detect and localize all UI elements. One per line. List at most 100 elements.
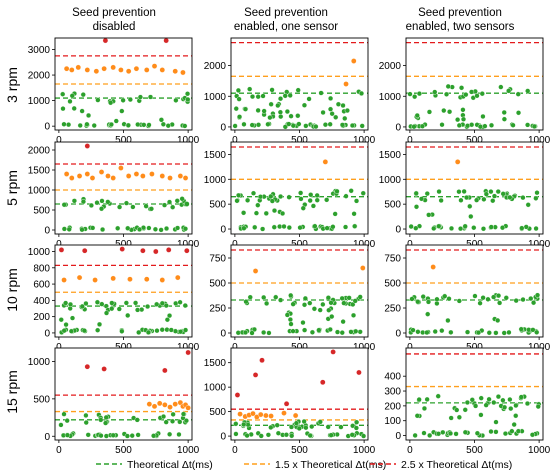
column-title-2-line-2: enabled, one sensor [234, 21, 338, 33]
data-point-green [169, 418, 176, 424]
data-point-green [123, 200, 130, 206]
data-point-green [456, 189, 462, 195]
x-tick-label: 500 [291, 445, 308, 456]
data-point-green [515, 91, 521, 97]
data-point-green [307, 197, 313, 204]
data-point-green [416, 396, 422, 403]
data-point-orange [172, 68, 178, 75]
data-point-green [354, 419, 360, 425]
data-point-green [303, 123, 309, 129]
data-point-green [273, 294, 279, 300]
data-point-green [105, 199, 111, 205]
data-point-green [462, 429, 468, 435]
data-point-green [339, 330, 345, 336]
data-point-green [412, 94, 418, 100]
legend-label-2-5x: 2.5 x Theoretical Δt(ms) [401, 459, 512, 471]
data-point-green [277, 297, 284, 303]
data-point-green [483, 191, 489, 197]
data-point-green [407, 91, 413, 97]
data-point-green [307, 432, 313, 439]
row-title-3rpm: 3 rpm [4, 67, 20, 103]
data-point-green [236, 96, 242, 102]
data-point-green [182, 302, 188, 309]
data-point-green [501, 330, 507, 336]
data-point-green [255, 107, 261, 114]
x-tick-label: 1000 [528, 239, 550, 250]
data-point-green [235, 192, 242, 198]
data-point-green [306, 96, 312, 102]
data-point-green [360, 433, 367, 439]
data-point-green [420, 294, 426, 300]
data-point-green [287, 316, 293, 323]
data-point-green [167, 431, 173, 437]
plot-area [406, 245, 543, 337]
data-point-green [154, 328, 160, 334]
data-point-green [435, 431, 442, 437]
data-point-green [515, 110, 522, 116]
data-point-green [173, 97, 179, 103]
data-point-orange [159, 173, 166, 179]
data-point-green [342, 115, 348, 122]
x-tick-label: 0 [56, 239, 62, 250]
data-point-red [283, 400, 290, 407]
data-point-green [269, 198, 275, 204]
data-point-green [58, 317, 64, 323]
data-point-green [474, 93, 480, 99]
data-point-green [67, 301, 74, 308]
y-tick-label: 0 [44, 122, 50, 133]
data-point-green [501, 404, 508, 410]
data-point-green [290, 328, 296, 334]
data-point-green [446, 296, 452, 302]
data-point-red [119, 246, 126, 252]
data-point-green [99, 226, 106, 233]
data-point-green [320, 301, 326, 308]
data-point-green [327, 95, 334, 102]
x-tick-label: 500 [115, 445, 132, 456]
y-tick-label: 0 [220, 225, 226, 236]
data-point-green [96, 321, 103, 327]
data-point-green [123, 300, 129, 306]
data-point-green [125, 122, 131, 128]
x-tick-label: 500 [291, 342, 308, 353]
data-point-green [129, 433, 135, 439]
data-point-green [456, 414, 462, 420]
data-point-green [69, 93, 75, 99]
data-point-orange [350, 58, 357, 64]
data-point-green [309, 329, 316, 335]
data-point-green [163, 419, 169, 425]
data-point-green [339, 122, 346, 128]
x-tick-label: 1000 [177, 239, 200, 250]
data-point-orange [237, 411, 243, 417]
data-point-green [415, 299, 421, 305]
data-point-green [66, 226, 72, 232]
data-point-green [134, 307, 141, 313]
data-point-green [233, 106, 239, 112]
data-point-green [310, 203, 316, 209]
data-point-green [234, 198, 240, 204]
x-tick-label: 1000 [528, 342, 550, 353]
data-point-green [534, 292, 541, 298]
data-point-orange [454, 159, 461, 165]
data-point-green [424, 191, 430, 197]
data-point-green [495, 188, 501, 195]
data-point-green [500, 397, 506, 403]
data-point-green [413, 225, 419, 231]
data-point-green [277, 96, 284, 102]
data-point-green [79, 303, 85, 309]
data-point-green [327, 106, 334, 112]
plot-area [55, 348, 192, 440]
row-title-15rpm: 15 rpm [4, 370, 20, 414]
data-point-orange [76, 274, 83, 281]
y-tick-label: 1000 [379, 175, 402, 186]
data-point-green [524, 400, 531, 407]
data-point-green [242, 329, 249, 336]
data-point-green [135, 121, 141, 128]
data-point-green [445, 317, 451, 324]
data-point-red [84, 143, 91, 149]
data-point-green [334, 188, 340, 194]
y-tick-label: 1500 [28, 166, 51, 177]
y-tick-label: 1500 [204, 358, 227, 369]
data-point-green [255, 202, 261, 208]
data-point-green [145, 329, 152, 335]
x-tick-label: 1000 [353, 239, 376, 250]
